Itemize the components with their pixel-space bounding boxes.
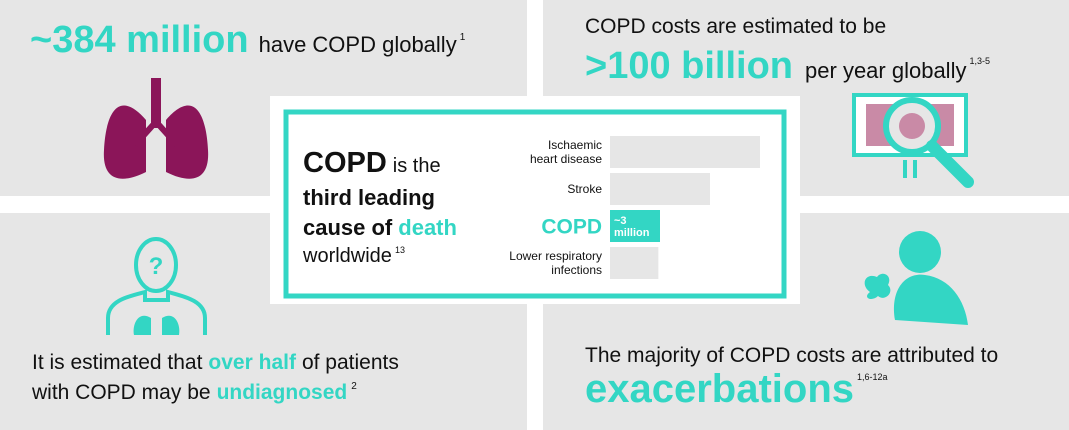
- bar: [610, 247, 659, 279]
- highlight: exacerbations: [585, 367, 854, 411]
- center-border: [283, 109, 787, 299]
- category-label: Ischaemic: [548, 138, 602, 152]
- undiagnosed-line: with COPD may be undiagnosed 2: [31, 381, 357, 404]
- value-label: ~3: [614, 215, 627, 227]
- category-label: COPD: [541, 215, 602, 238]
- highlight: death: [398, 215, 457, 240]
- category-label: heart disease: [530, 152, 602, 166]
- bar: [610, 136, 760, 168]
- category-label: Stroke: [567, 182, 602, 196]
- exacerbations-intro: The majority of COPD costs are attribute…: [585, 344, 998, 367]
- death-line: cause of death: [303, 215, 457, 240]
- text: with COPD may be: [31, 381, 211, 404]
- category-label: Lower respiratory: [509, 249, 602, 263]
- value-label: million: [614, 227, 650, 239]
- center-card: [270, 96, 800, 304]
- reference: 2: [351, 381, 357, 392]
- reference: 1,6-12a: [857, 372, 888, 382]
- person-question-icon: ?: [106, 237, 207, 335]
- undiagnosed-line: It is estimated that over half of patients: [32, 351, 399, 374]
- highlight: over half: [208, 351, 297, 374]
- death-line: COPD is the: [303, 147, 441, 179]
- svg-text:?: ?: [149, 253, 164, 280]
- text: cause of: [303, 215, 393, 240]
- bar: [610, 173, 710, 205]
- lungs-icon: [103, 78, 209, 179]
- text: have COPD globally: [259, 32, 457, 57]
- death-line: worldwide 13: [302, 245, 405, 267]
- text: of patients: [302, 351, 399, 374]
- reference: 1,3-5: [969, 56, 990, 66]
- text: is the: [393, 155, 441, 177]
- bar: [610, 210, 660, 242]
- subject: COPD: [303, 147, 387, 179]
- category-label: infections: [551, 263, 602, 277]
- reference: 1: [460, 32, 466, 43]
- text: worldwide: [302, 245, 392, 267]
- reference: 13: [395, 245, 405, 255]
- highlight: >100 billion: [585, 45, 793, 87]
- highlight: ~384 million: [30, 19, 249, 61]
- highlight: undiagnosed: [217, 381, 348, 404]
- death-line: third leading: [303, 185, 435, 210]
- money-magnifier-icon: [852, 93, 974, 188]
- text: It is estimated that: [32, 351, 203, 374]
- exacerbations-text: exacerbations 1,6-12a: [585, 367, 888, 411]
- thinking-person-icon: [864, 231, 968, 325]
- cost-text: >100 billion per year globally 1,3-5: [585, 45, 990, 87]
- cost-intro: COPD costs are estimated to be: [585, 15, 886, 38]
- text: per year globally: [805, 58, 966, 83]
- prevalence-text: ~384 million have COPD globally 1: [30, 19, 466, 61]
